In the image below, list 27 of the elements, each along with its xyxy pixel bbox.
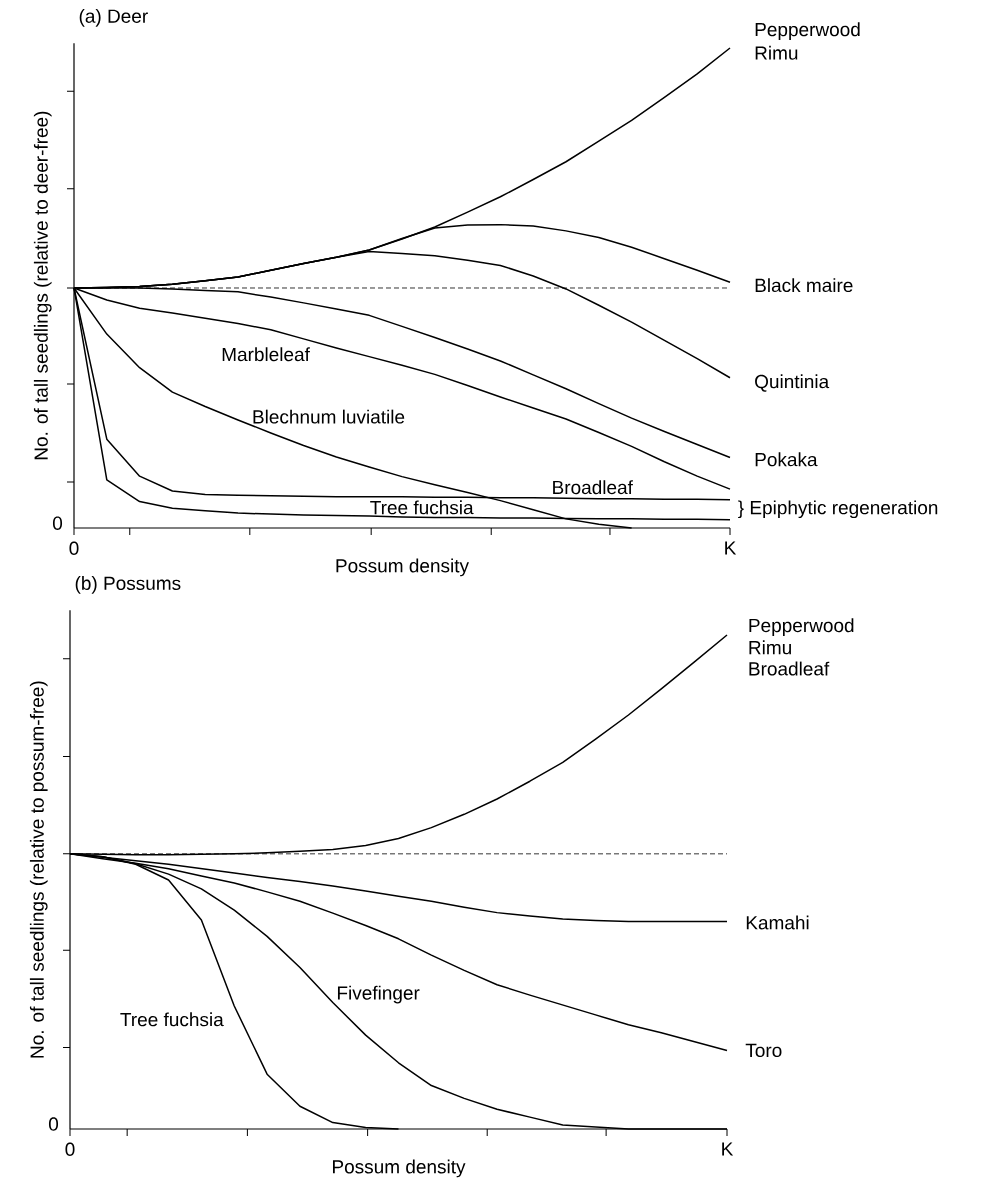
text: Broadleaf — [749, 661, 830, 676]
x-tick-label: K — [722, 1142, 734, 1156]
series-label: Kamahi — [746, 915, 809, 930]
text: Pepperwood — [755, 22, 860, 41]
text: 0 — [48, 1117, 59, 1131]
x-tick-label: K — [725, 541, 737, 555]
chart-title: (b) Possums — [75, 576, 181, 594]
series-label: Toro — [745, 1043, 782, 1058]
series-label: Tree fuchsia — [370, 500, 474, 515]
series-label: Quintinia — [755, 374, 830, 392]
series-label: Blechnum luviatile — [253, 409, 405, 424]
series-label: Tree fuchsia — [120, 1012, 224, 1027]
text: 0 — [52, 516, 63, 530]
chart-title: (a) Deer — [79, 8, 148, 27]
series-label: Fivefinger — [337, 985, 420, 1004]
text: Rimu — [749, 640, 791, 655]
x-axis-title: Possum density — [333, 1159, 466, 1178]
series-label: Marbleleaf — [222, 347, 310, 362]
y-axis-title: No. of tall seedlings (relative to possum-free) — [29, 681, 48, 1058]
text: } Epiphytic regeneration — [738, 500, 938, 519]
x-axis-title: Possum density — [336, 558, 469, 577]
series-label: Pokaka — [755, 452, 818, 467]
series-label: Broadleaf — [553, 480, 633, 495]
y-axis-title: No. of tall seedlings (relative to deer-free) — [33, 111, 52, 460]
text: Rimu — [755, 45, 798, 60]
text: Pepperwood — [749, 618, 854, 636]
series-label: Black maire — [755, 278, 853, 293]
